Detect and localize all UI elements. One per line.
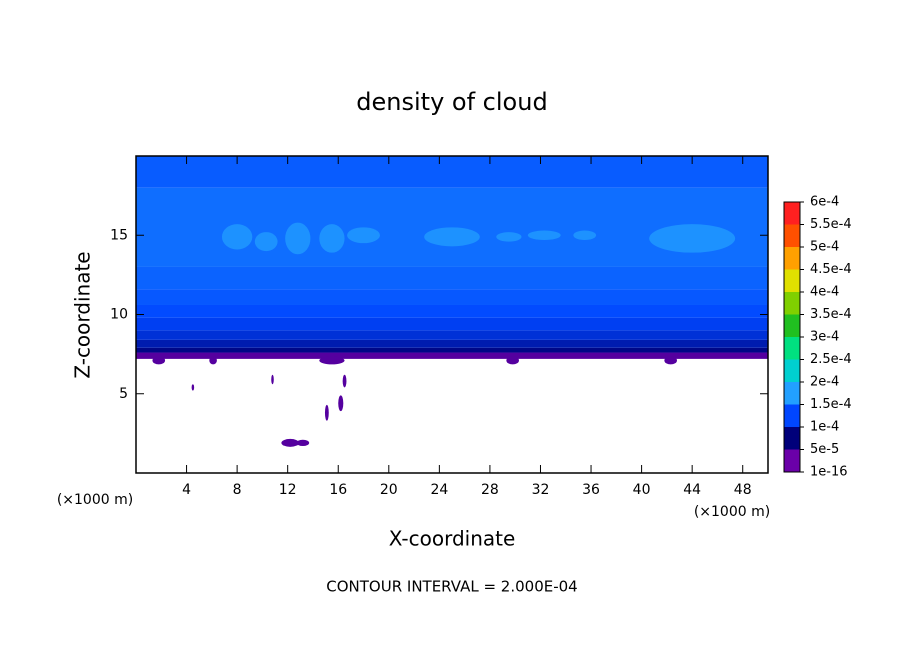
colorbar-label: 6e-4 — [810, 195, 839, 210]
contour-patch — [347, 227, 380, 244]
contour-patch — [319, 224, 345, 253]
colorbar-bin — [784, 224, 800, 247]
colorbar-bin — [784, 427, 800, 450]
colorbar-label: 3e-4 — [810, 330, 839, 345]
footer: CONTOUR INTERVAL = 2.000E-04 — [326, 578, 577, 596]
x-tick-label: 16 — [329, 482, 347, 498]
y-unit: (×1000 m) — [57, 492, 133, 508]
contour-patch — [342, 374, 347, 388]
contour-patch — [506, 356, 519, 365]
contour-band — [136, 339, 768, 348]
colorbar-label: 5e-5 — [810, 442, 839, 457]
colorbar-label: 5.5e-4 — [810, 217, 852, 232]
y-tick-label: 15 — [110, 227, 128, 243]
x-tick-label: 44 — [683, 482, 701, 498]
x-tick-label: 20 — [380, 482, 398, 498]
contour-band — [136, 347, 768, 353]
x-tick-label: 36 — [582, 482, 600, 498]
field — [136, 156, 768, 447]
contour-patch — [496, 232, 522, 242]
x-tick-label: 24 — [430, 482, 448, 498]
colorbar-bin — [784, 314, 800, 337]
colorbar-bin — [784, 382, 800, 405]
chart-title: density of cloud — [356, 88, 547, 116]
contour-band — [136, 304, 768, 318]
x-tick-label: 28 — [481, 482, 499, 498]
x-tick-label: 32 — [532, 482, 550, 498]
contour-patch — [296, 439, 310, 447]
x-axis-label: X-coordinate — [389, 527, 516, 551]
contour-band — [136, 266, 768, 290]
colorbar-label: 5e-4 — [810, 240, 839, 255]
colorbar-bin — [784, 292, 800, 315]
contour-patch — [424, 227, 480, 247]
colorbar-label: 3.5e-4 — [810, 307, 852, 322]
contour-band — [136, 330, 768, 340]
contour-patch — [324, 404, 329, 421]
colorbar-bin — [784, 337, 800, 360]
colorbar-bin — [784, 202, 800, 225]
y-axis-label: Z-coordinate — [71, 251, 95, 378]
contour-patch — [209, 356, 217, 365]
colorbar-label: 2.5e-4 — [810, 352, 852, 367]
contour-patch — [664, 356, 677, 365]
contour-patch — [527, 230, 561, 241]
colorbar-label: 1e-16 — [810, 465, 848, 480]
contour-patch — [271, 374, 274, 385]
contour-patch — [319, 356, 345, 365]
contour-patch — [281, 438, 300, 447]
colorbar-label: 4e-4 — [810, 285, 839, 300]
x-tick-label: 40 — [633, 482, 651, 498]
contour-patch — [191, 384, 195, 391]
contour-patch — [221, 224, 253, 250]
y-tick-label: 5 — [119, 386, 128, 402]
plot-frame — [135, 155, 769, 474]
colorbar-label: 1.5e-4 — [810, 397, 852, 412]
contour-patch — [573, 230, 597, 241]
x-tick-label: 8 — [233, 482, 242, 498]
colorbar-bin — [784, 359, 800, 382]
contour-band — [136, 156, 768, 188]
x-tick-label: 4 — [182, 482, 191, 498]
contour-patch — [152, 356, 166, 365]
x-unit: (×1000 m) — [694, 504, 770, 520]
colorbar-label: 4.5e-4 — [810, 262, 852, 277]
colorbar-label: 1e-4 — [810, 420, 839, 435]
colorbar-label: 2e-4 — [810, 375, 839, 390]
colorbar-bin — [784, 247, 800, 270]
contour-patch — [649, 224, 736, 253]
x-tick-label: 48 — [734, 482, 752, 498]
contour-patch — [285, 222, 311, 255]
colorbar-bin — [784, 269, 800, 292]
contour-band — [136, 317, 768, 331]
contour-band — [136, 289, 768, 305]
x-tick-label: 12 — [279, 482, 297, 498]
y-tick-label: 10 — [110, 307, 128, 323]
colorbar-frame — [783, 201, 801, 473]
contour-patch — [338, 395, 344, 412]
colorbar-bin — [784, 404, 800, 427]
colorbar-bin — [784, 449, 800, 472]
contour-band — [136, 352, 768, 359]
contour-patch — [254, 232, 278, 252]
